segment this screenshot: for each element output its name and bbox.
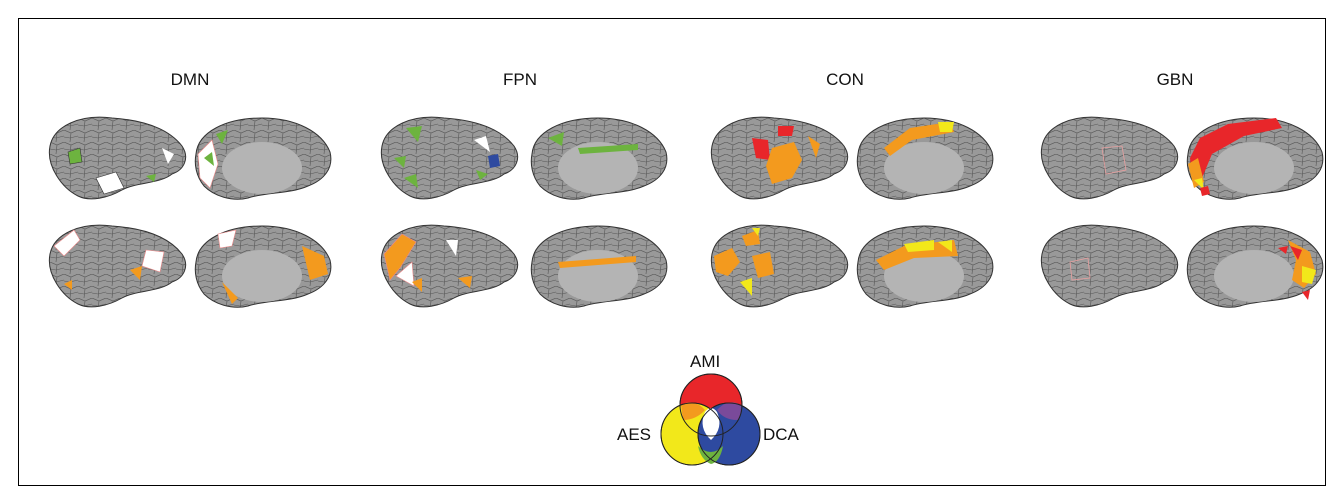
dmn-medial-bottom	[194, 225, 332, 308]
con-medial-bottom	[856, 225, 994, 308]
fpn-medial-bottom	[530, 225, 668, 308]
con-medial-top	[856, 117, 994, 200]
dmn-lateral-top	[48, 116, 187, 200]
gbn-medial-top	[1186, 117, 1324, 200]
dmn-lateral-bottom	[48, 224, 187, 308]
venn-overlap-ami-dca	[717, 402, 741, 420]
network-title-con: CON	[826, 70, 864, 89]
network-title-dmn: DMN	[170, 70, 210, 89]
fpn-lateral-top	[380, 116, 519, 200]
con-lateral-top	[710, 116, 849, 200]
venn-label-ami: AMI	[690, 352, 721, 371]
venn-label-dca: DCA	[763, 425, 799, 444]
fpn-lateral-bottom	[380, 224, 519, 308]
venn-label-aes: AES	[617, 425, 652, 444]
gbn-medial-bottom	[1186, 225, 1324, 308]
gbn-lateral-bottom	[1040, 224, 1179, 308]
dmn-medial-top	[194, 117, 332, 200]
venn-diagram	[660, 373, 761, 466]
network-title-fpn: FPN	[503, 70, 537, 89]
fpn-medial-top	[530, 117, 668, 200]
network-title-gbn: GBN	[1156, 70, 1194, 89]
venn-overlap-aes-dca	[698, 446, 723, 464]
gbn-lateral-top	[1040, 116, 1179, 200]
con-lateral-bottom	[710, 224, 849, 308]
venn-overlap-all	[702, 408, 720, 440]
venn-overlap-ami-aes	[681, 402, 705, 420]
